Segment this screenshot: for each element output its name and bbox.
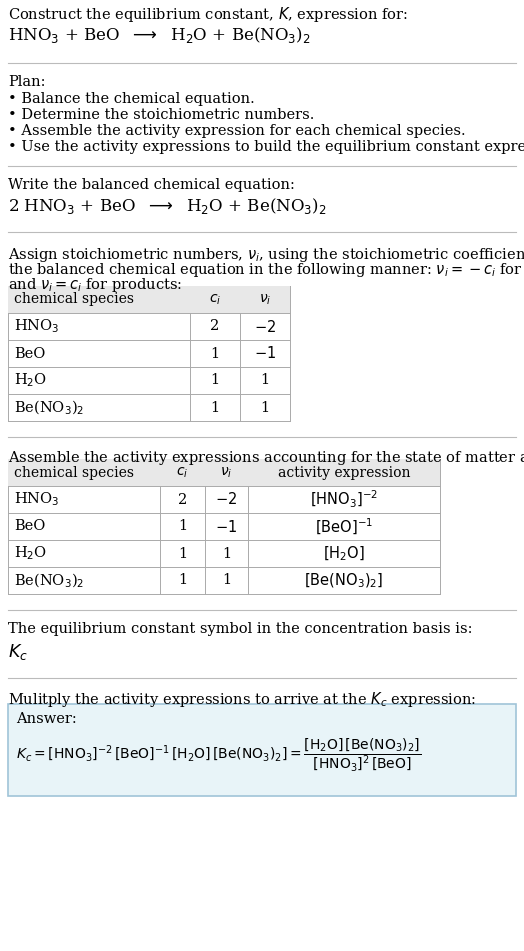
Text: • Assemble the activity expression for each chemical species.: • Assemble the activity expression for e… (8, 124, 466, 138)
Text: $[\mathrm{Be(NO_3)_2}]$: $[\mathrm{Be(NO_3)_2}]$ (304, 572, 384, 590)
Text: 1: 1 (211, 400, 220, 415)
Text: 1: 1 (260, 400, 269, 415)
Text: HNO$_3$ + BeO  $\longrightarrow$  H$_2$O + Be(NO$_3$)$_2$: HNO$_3$ + BeO $\longrightarrow$ H$_2$O +… (8, 25, 311, 45)
Text: Be(NO$_3$)$_2$: Be(NO$_3$)$_2$ (14, 398, 84, 417)
Text: BeO: BeO (14, 346, 46, 360)
Text: $-1$: $-1$ (215, 518, 237, 534)
Text: 1: 1 (211, 374, 220, 387)
Text: 1: 1 (222, 547, 231, 560)
Text: activity expression: activity expression (278, 465, 410, 479)
Text: and $\nu_i = c_i$ for products:: and $\nu_i = c_i$ for products: (8, 276, 182, 294)
Text: H$_2$O: H$_2$O (14, 372, 47, 389)
FancyBboxPatch shape (8, 459, 440, 486)
Text: 2: 2 (178, 493, 187, 507)
Text: 1: 1 (211, 346, 220, 360)
Text: Answer:: Answer: (16, 712, 77, 726)
Text: HNO$_3$: HNO$_3$ (14, 491, 59, 509)
Text: The equilibrium constant symbol in the concentration basis is:: The equilibrium constant symbol in the c… (8, 622, 473, 636)
Text: • Determine the stoichiometric numbers.: • Determine the stoichiometric numbers. (8, 108, 314, 122)
Text: Construct the equilibrium constant, $K$, expression for:: Construct the equilibrium constant, $K$,… (8, 5, 408, 24)
Text: • Balance the chemical equation.: • Balance the chemical equation. (8, 92, 255, 106)
Text: Plan:: Plan: (8, 75, 46, 89)
Text: 1: 1 (178, 547, 187, 560)
Text: $[\mathrm{BeO}]^{-1}$: $[\mathrm{BeO}]^{-1}$ (315, 516, 373, 536)
Text: chemical species: chemical species (14, 293, 134, 306)
Text: 2 HNO$_3$ + BeO  $\longrightarrow$  H$_2$O + Be(NO$_3$)$_2$: 2 HNO$_3$ + BeO $\longrightarrow$ H$_2$O… (8, 196, 326, 216)
Text: • Use the activity expressions to build the equilibrium constant expression.: • Use the activity expressions to build … (8, 140, 524, 154)
Text: 1: 1 (222, 573, 231, 588)
Text: 1: 1 (178, 519, 187, 534)
Text: BeO: BeO (14, 519, 46, 534)
Text: $-1$: $-1$ (254, 345, 276, 361)
Text: $c_i$: $c_i$ (177, 465, 189, 479)
Text: $c_i$: $c_i$ (209, 292, 221, 307)
Text: $K_c$: $K_c$ (8, 642, 28, 662)
Text: H$_2$O: H$_2$O (14, 545, 47, 562)
FancyBboxPatch shape (8, 704, 516, 796)
Text: Write the balanced chemical equation:: Write the balanced chemical equation: (8, 178, 295, 192)
Text: $-2$: $-2$ (254, 319, 276, 335)
Text: $\nu_i$: $\nu_i$ (220, 465, 233, 479)
Text: Assign stoichiometric numbers, $\nu_i$, using the stoichiometric coefficients, $: Assign stoichiometric numbers, $\nu_i$, … (8, 246, 524, 264)
Text: Mulitply the activity expressions to arrive at the $K_c$ expression:: Mulitply the activity expressions to arr… (8, 690, 476, 709)
Text: 1: 1 (178, 573, 187, 588)
Text: chemical species: chemical species (14, 465, 134, 479)
Text: $\nu_i$: $\nu_i$ (259, 292, 271, 307)
Text: $[\mathrm{HNO_3}]^{-2}$: $[\mathrm{HNO_3}]^{-2}$ (310, 489, 378, 510)
Text: $[\mathrm{H_2O}]$: $[\mathrm{H_2O}]$ (323, 544, 365, 563)
Text: $K_c = [\mathrm{HNO_3}]^{-2}\,[\mathrm{BeO}]^{-1}\,[\mathrm{H_2O}]\,[\mathrm{Be(: $K_c = [\mathrm{HNO_3}]^{-2}\,[\mathrm{B… (16, 736, 421, 773)
Text: $-2$: $-2$ (215, 492, 237, 508)
Text: HNO$_3$: HNO$_3$ (14, 318, 59, 336)
FancyBboxPatch shape (8, 286, 290, 313)
Text: Assemble the activity expressions accounting for the state of matter and $\nu_i$: Assemble the activity expressions accoun… (8, 449, 524, 467)
Text: 1: 1 (260, 374, 269, 387)
Text: Be(NO$_3$)$_2$: Be(NO$_3$)$_2$ (14, 572, 84, 590)
Text: 2: 2 (210, 320, 220, 334)
Text: the balanced chemical equation in the following manner: $\nu_i = -c_i$ for react: the balanced chemical equation in the fo… (8, 261, 524, 279)
